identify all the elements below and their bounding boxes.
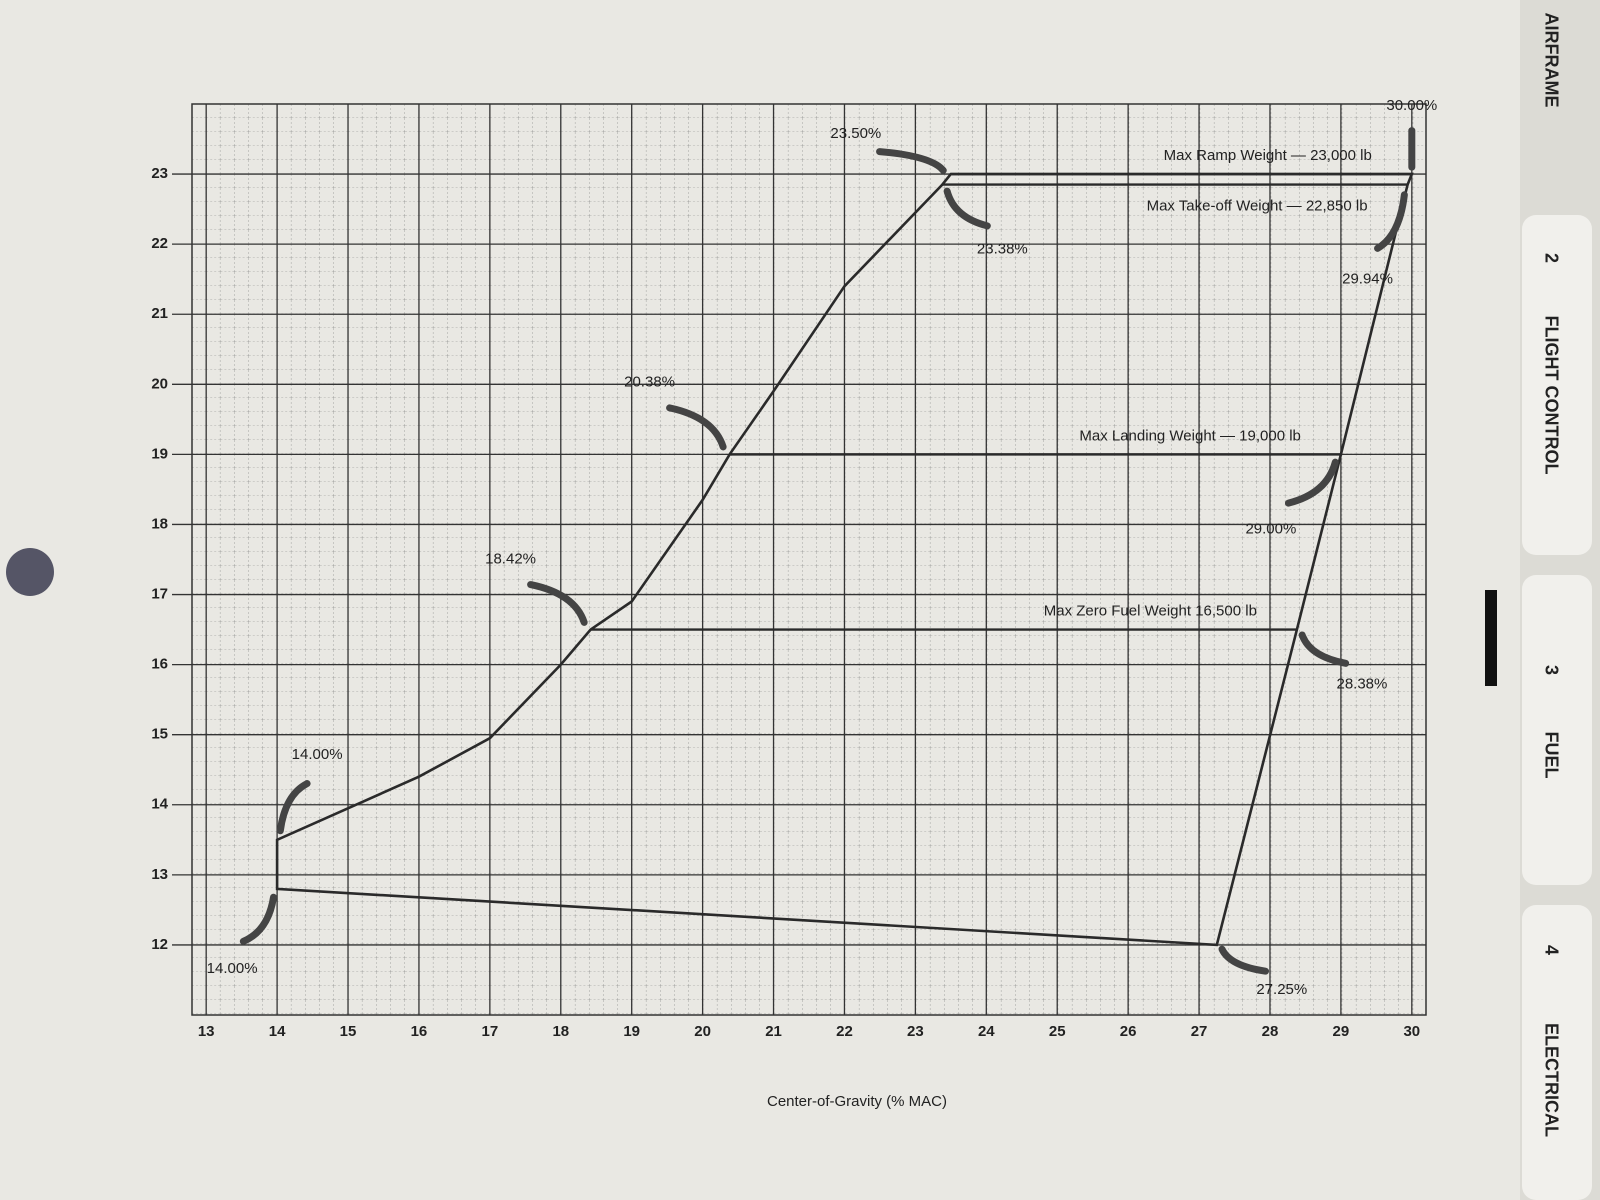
y-tick-label: 17 <box>151 586 168 603</box>
x-tick-label: 16 <box>411 1023 428 1040</box>
marker <box>1485 590 1497 686</box>
limit-label: Max Ramp Weight — 23,000 lb <box>1164 147 1372 164</box>
point-label: 20.38% <box>624 373 675 390</box>
y-tick-label: 19 <box>151 445 168 462</box>
tab-number: 4 <box>1541 945 1561 955</box>
point-label: 27.25% <box>1256 981 1307 998</box>
y-tick-label: 20 <box>151 375 168 392</box>
pointer-arrow <box>666 404 727 451</box>
plot-frame <box>191 103 1427 1016</box>
y-tick-label: 23 <box>151 165 168 182</box>
tab-label: FUEL <box>1541 732 1561 779</box>
x-tick-label: 30 <box>1403 1023 1420 1040</box>
point-label: 18.42% <box>485 551 536 568</box>
x-tick-label: 24 <box>978 1023 995 1040</box>
x-tick-label: 19 <box>623 1023 640 1040</box>
x-tick-label: 15 <box>340 1023 357 1040</box>
y-tick-label: 14 <box>151 796 168 813</box>
tab-number: 3 <box>1541 665 1561 675</box>
tab <box>1522 215 1592 555</box>
tab <box>1522 575 1592 885</box>
point-label: 29.94% <box>1342 271 1393 288</box>
x-tick-label: 13 <box>198 1023 215 1040</box>
tab-label: FLIGHT CONTROL <box>1541 316 1561 475</box>
pointer-arrow <box>876 148 947 174</box>
x-tick-label: 21 <box>765 1023 782 1040</box>
pointer-arrow <box>527 581 588 626</box>
tab <box>1522 905 1592 1200</box>
x-tick-label: 28 <box>1262 1023 1279 1040</box>
point-label: 28.38% <box>1336 676 1387 693</box>
pointer-arrow <box>1218 945 1270 975</box>
y-tick-label: 15 <box>151 726 168 743</box>
y-tick-label: 12 <box>151 936 168 953</box>
x-tick-label: 23 <box>907 1023 924 1040</box>
ring-hole <box>6 548 54 596</box>
point-label: 14.00% <box>207 960 258 977</box>
point-label: 23.50% <box>830 125 881 142</box>
y-tick-label: 22 <box>151 235 168 252</box>
y-tick-label: 18 <box>151 515 168 532</box>
pointer-arrow <box>1298 631 1350 667</box>
tab-number: 2 <box>1541 253 1561 263</box>
x-tick-label: 26 <box>1120 1023 1137 1040</box>
x-axis-label: Center-of-Gravity (% MAC) <box>767 1093 947 1110</box>
y-tick-label: 13 <box>151 866 168 883</box>
limit-label: Max Landing Weight — 19,000 lb <box>1079 427 1301 444</box>
point-label: 23.38% <box>977 241 1028 258</box>
pointer-arrow <box>943 187 991 230</box>
x-tick-label: 18 <box>552 1023 569 1040</box>
pointer-arrow <box>239 893 278 945</box>
x-tick-label: 29 <box>1333 1023 1350 1040</box>
point-label: 30.00% <box>1386 97 1437 114</box>
y-tick-label: 21 <box>151 305 168 322</box>
tab-label: AIRFRAME <box>1541 13 1561 108</box>
x-tick-label: 20 <box>694 1023 711 1040</box>
x-tick-label: 17 <box>482 1023 499 1040</box>
point-label: 29.00% <box>1245 520 1296 537</box>
pointer-arrow <box>1374 191 1408 252</box>
envelope-line <box>275 172 1414 947</box>
pointer-arrow <box>276 780 311 835</box>
y-tick-label: 16 <box>151 656 168 673</box>
x-tick-label: 22 <box>836 1023 853 1040</box>
minor-grid <box>192 104 1426 1015</box>
tab-label: ELECTRICAL <box>1541 1023 1561 1137</box>
x-tick-label: 14 <box>269 1023 286 1040</box>
x-tick-label: 25 <box>1049 1023 1066 1040</box>
point-label: 14.00% <box>292 746 343 763</box>
pointer-arrow <box>1284 458 1339 507</box>
limit-label: Max Take-off Weight — 22,850 lb <box>1147 198 1368 215</box>
x-tick-label: 27 <box>1191 1023 1208 1040</box>
limit-label: Max Zero Fuel Weight 16,500 lb <box>1044 603 1257 620</box>
